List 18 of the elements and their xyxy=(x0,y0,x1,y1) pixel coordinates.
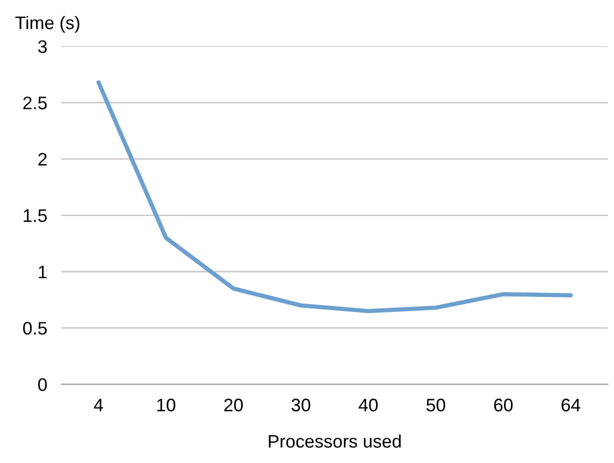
x-tick-label: 10 xyxy=(157,398,176,412)
y-tick-label: 2 xyxy=(38,152,47,166)
x-tick-label: 4 xyxy=(94,398,103,412)
y-tick-label: 2.5 xyxy=(23,96,47,110)
y-tick-label: 1.5 xyxy=(24,209,47,222)
line-series xyxy=(96,80,573,314)
y-tick-label: 0.5 xyxy=(23,322,47,335)
x-tick-label: 20 xyxy=(224,398,243,412)
x-tick-label: 64 xyxy=(562,398,580,412)
x-axis-title: Processors used xyxy=(268,434,401,448)
y-tick-label: 1 xyxy=(38,266,47,278)
y-axis-title: Time (s) xyxy=(15,16,80,33)
x-tick-label: 60 xyxy=(494,398,513,412)
x-tick-label: 50 xyxy=(426,398,446,412)
y-tick-label: 0 xyxy=(38,378,47,392)
y-tick-label: 3 xyxy=(38,40,47,54)
x-tick-label: 30 xyxy=(292,398,310,412)
x-tick-label: 40 xyxy=(358,398,378,412)
